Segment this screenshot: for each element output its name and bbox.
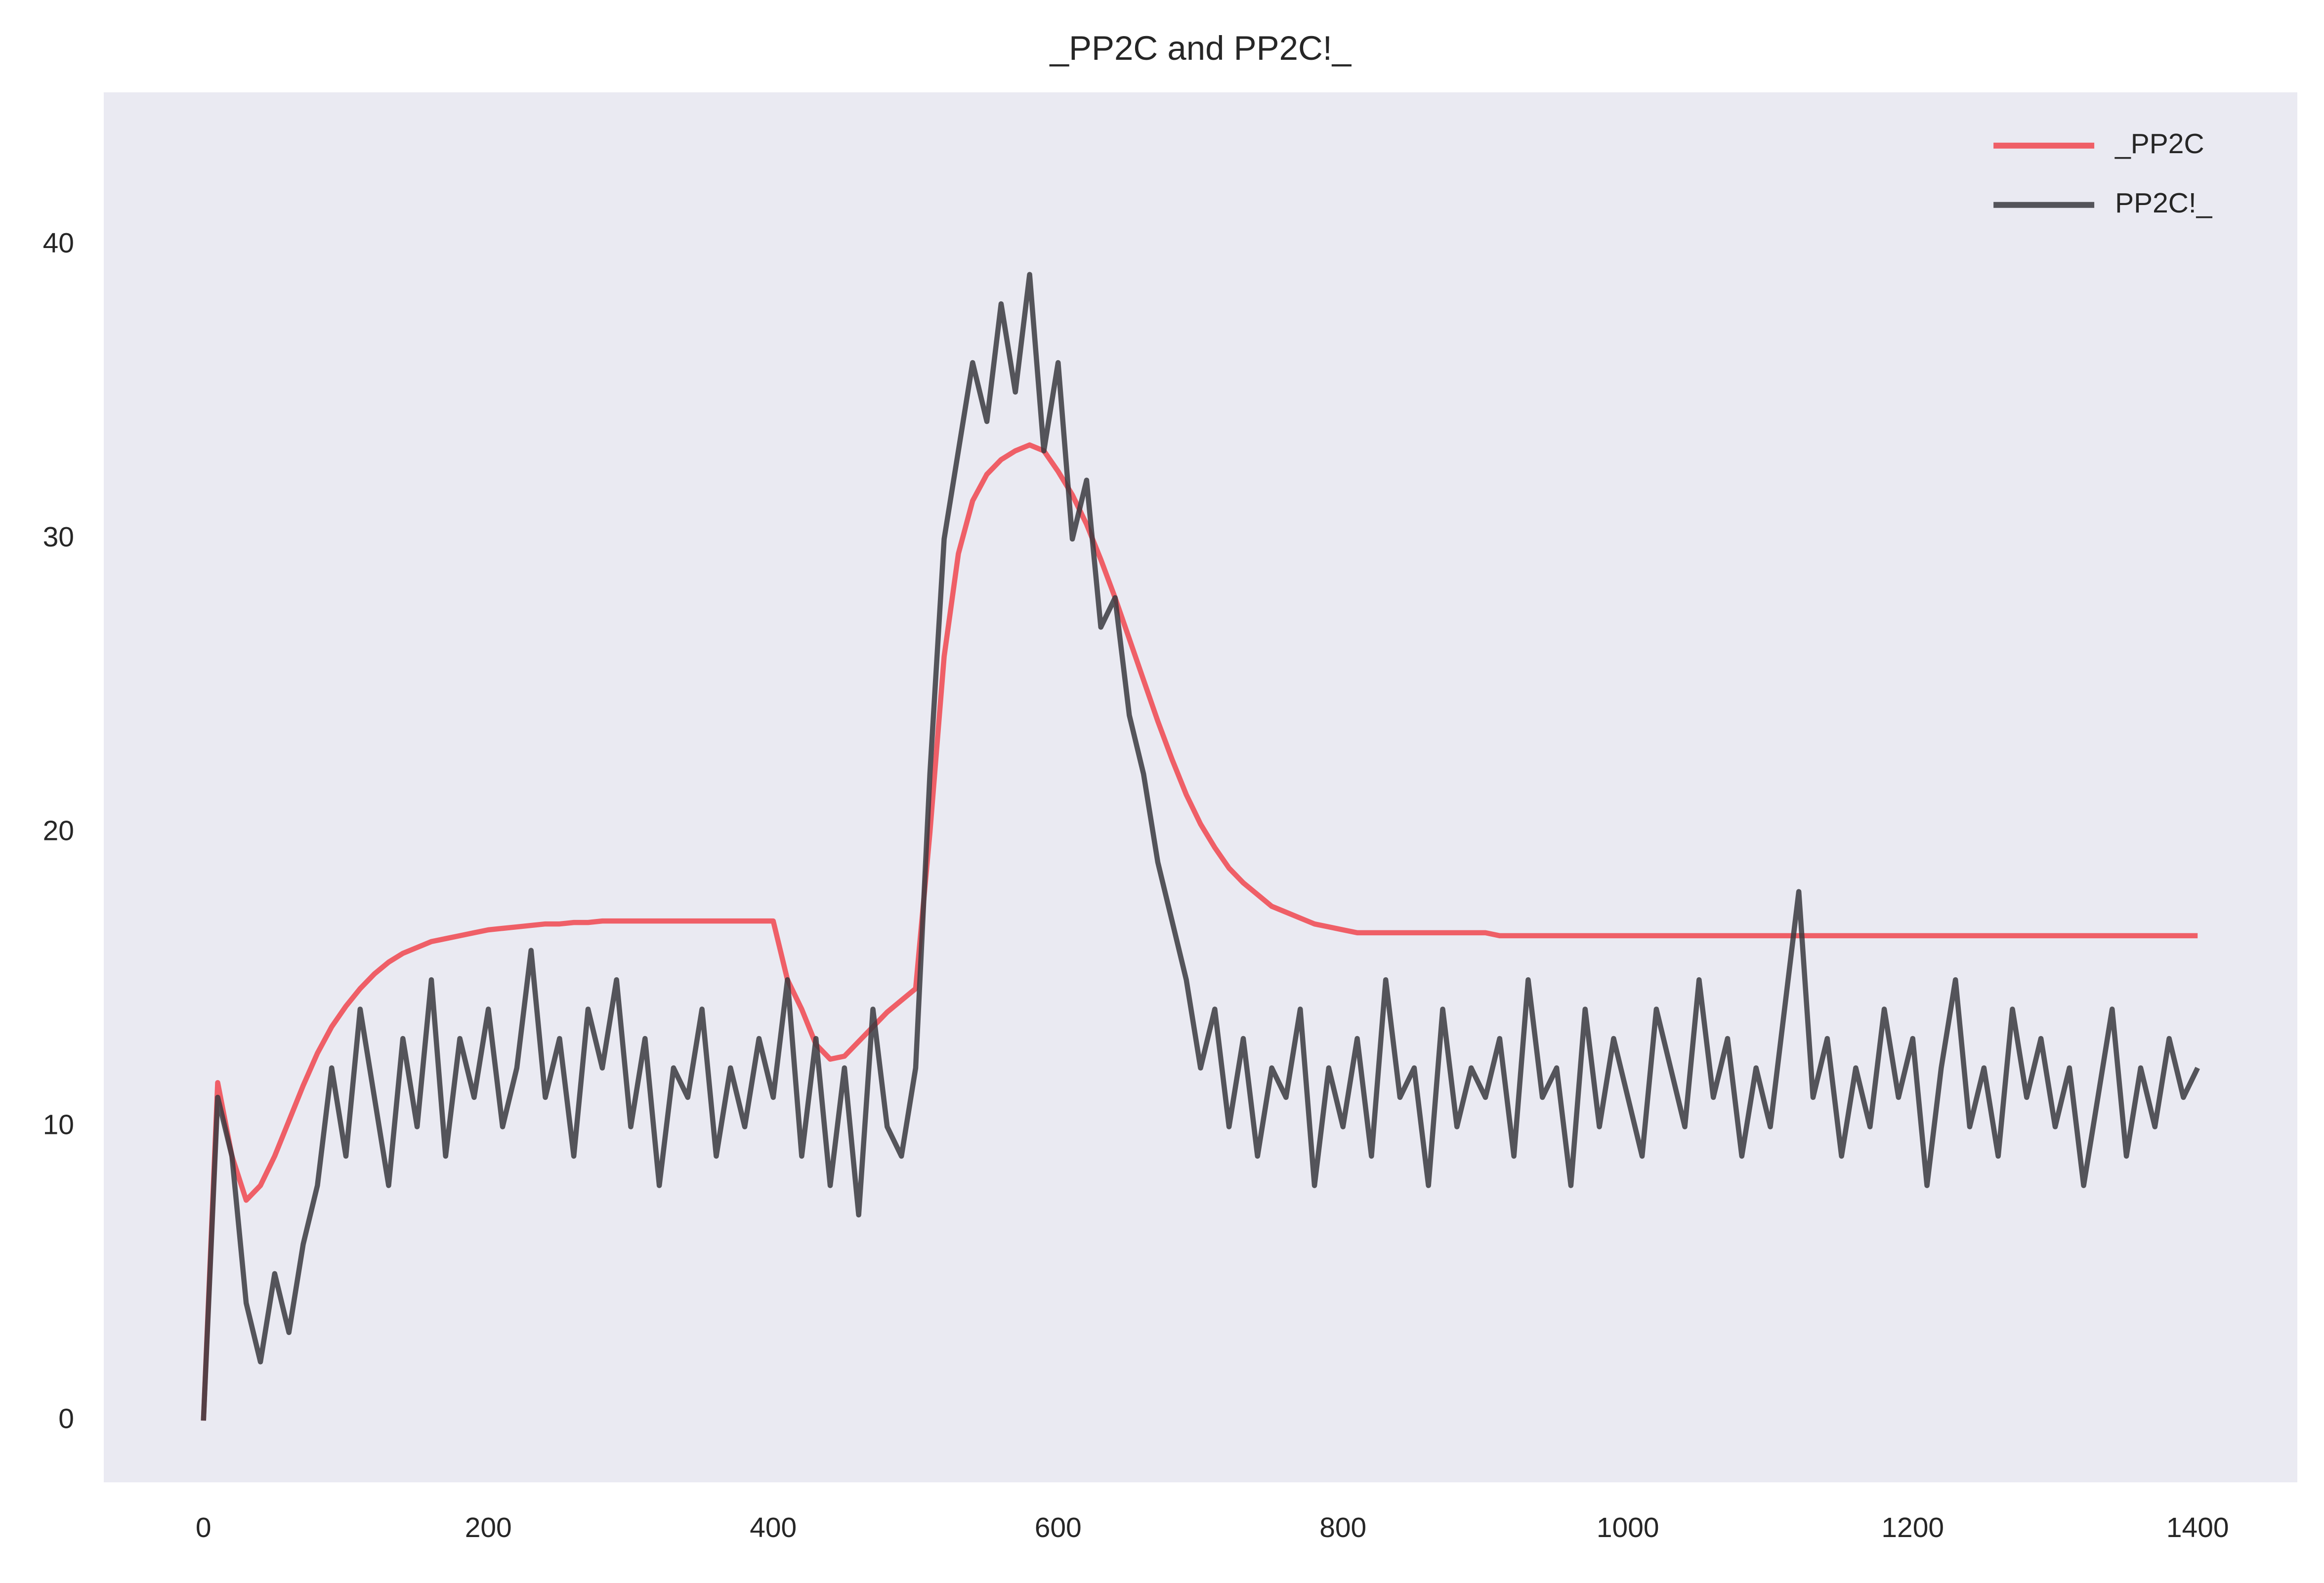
series-line (201, 272, 2200, 1421)
y-tick-label: 10 (43, 1109, 74, 1141)
x-tick-label: 1000 (1597, 1512, 1659, 1543)
x-tick-label: 0 (196, 1512, 211, 1543)
y-tick-label: 30 (43, 521, 74, 553)
y-tick-label: 40 (43, 227, 74, 259)
x-tick-label: 400 (750, 1512, 797, 1543)
x-tick-label: 1400 (2166, 1512, 2229, 1543)
x-tick-label: 800 (1319, 1512, 1366, 1543)
x-tick-label: 1200 (1881, 1512, 1944, 1543)
legend-label: _PP2C (2114, 128, 2204, 160)
plot-area (103, 92, 2298, 1483)
x-tick-label: 200 (465, 1512, 512, 1543)
y-tick-label: 0 (58, 1403, 74, 1434)
y-tick-label: 20 (43, 815, 74, 847)
series-line (201, 442, 2198, 1421)
x-tick-label: 600 (1035, 1512, 1082, 1543)
legend-label: PP2C!_ (2115, 187, 2213, 219)
chart-title: _PP2C and PP2C!_ (1049, 29, 1352, 67)
